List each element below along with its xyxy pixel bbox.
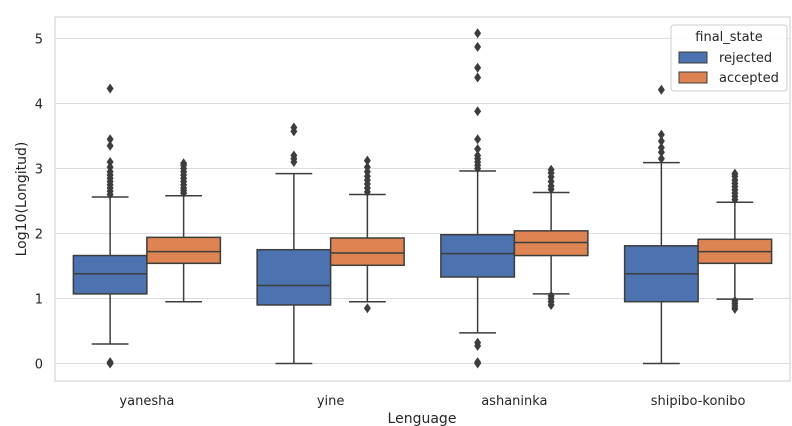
box-accepted-yanesha	[146, 158, 222, 303]
legend-label: rejected	[719, 51, 772, 66]
legend-swatch	[678, 51, 708, 64]
y-tick-label: 5	[35, 32, 43, 47]
outlier-point	[474, 143, 482, 154]
outlier-point	[363, 155, 371, 166]
outlier-point	[474, 357, 482, 368]
outlier-point	[106, 134, 114, 145]
box	[256, 248, 332, 306]
outlier-point	[657, 129, 665, 140]
outlier-point	[180, 158, 188, 169]
outlier-point	[731, 168, 739, 179]
x-axis-label: Lenguage	[388, 411, 457, 426]
outlier-point	[106, 156, 114, 167]
y-axis-ticks: 0 1 2 3 4 5	[35, 32, 43, 372]
outlier-point	[547, 164, 555, 175]
outlier-point	[474, 72, 482, 83]
y-tick-label: 4	[35, 97, 43, 112]
legend-label: accepted	[719, 71, 779, 86]
y-tick-label: 2	[35, 227, 43, 242]
outlier-point	[474, 134, 482, 145]
y-tick-label: 1	[35, 292, 43, 307]
box-rejected-shipibo-konibo	[623, 84, 699, 365]
y-tick-label: 3	[35, 162, 43, 177]
outlier-point	[657, 84, 665, 95]
outlier-point	[474, 28, 482, 39]
outlier-point	[474, 41, 482, 52]
outlier-point	[657, 153, 665, 164]
x-axis-ticks: yanesha yine ashaninka shipibo-konibo	[119, 394, 745, 409]
outlier-point	[474, 106, 482, 117]
box-accepted-shipibo-konibo	[697, 168, 773, 314]
box	[440, 234, 516, 278]
legend-title: final_state	[695, 30, 762, 45]
outlier-point	[106, 357, 114, 368]
legend: final_state rejected accepted	[670, 24, 788, 92]
boxes	[72, 28, 773, 369]
y-axis-label: Log10(Longitud)	[14, 142, 30, 257]
x-tick-label: ashaninka	[481, 394, 547, 409]
box-rejected-yine	[256, 122, 332, 365]
outlier-point	[106, 162, 114, 173]
box	[146, 236, 222, 265]
outlier-point	[474, 337, 482, 348]
box-rejected-yanesha	[72, 83, 148, 369]
outlier-point	[657, 142, 665, 153]
outlier-point	[106, 83, 114, 94]
x-tick-label: yine	[317, 394, 345, 409]
outlier-point	[363, 303, 371, 314]
outlier-point	[731, 296, 739, 307]
plot-area	[54, 16, 791, 382]
outlier-point	[363, 162, 371, 173]
outlier-point	[106, 140, 114, 151]
box	[329, 237, 405, 267]
outlier-point	[657, 136, 665, 147]
box-accepted-yine	[329, 155, 405, 314]
box	[72, 254, 148, 295]
outlier-point	[290, 122, 298, 133]
outlier-point	[547, 290, 555, 301]
x-tick-label: yanesha	[119, 394, 174, 409]
outlier-point	[474, 62, 482, 73]
outlier-point	[290, 150, 298, 161]
box-rejected-ashaninka	[440, 28, 516, 369]
outlier-point	[474, 150, 482, 161]
legend-swatch	[678, 71, 708, 84]
y-tick-label: 0	[35, 357, 43, 372]
x-tick-label: shipibo-konibo	[651, 394, 746, 409]
box-accepted-ashaninka	[513, 164, 589, 310]
